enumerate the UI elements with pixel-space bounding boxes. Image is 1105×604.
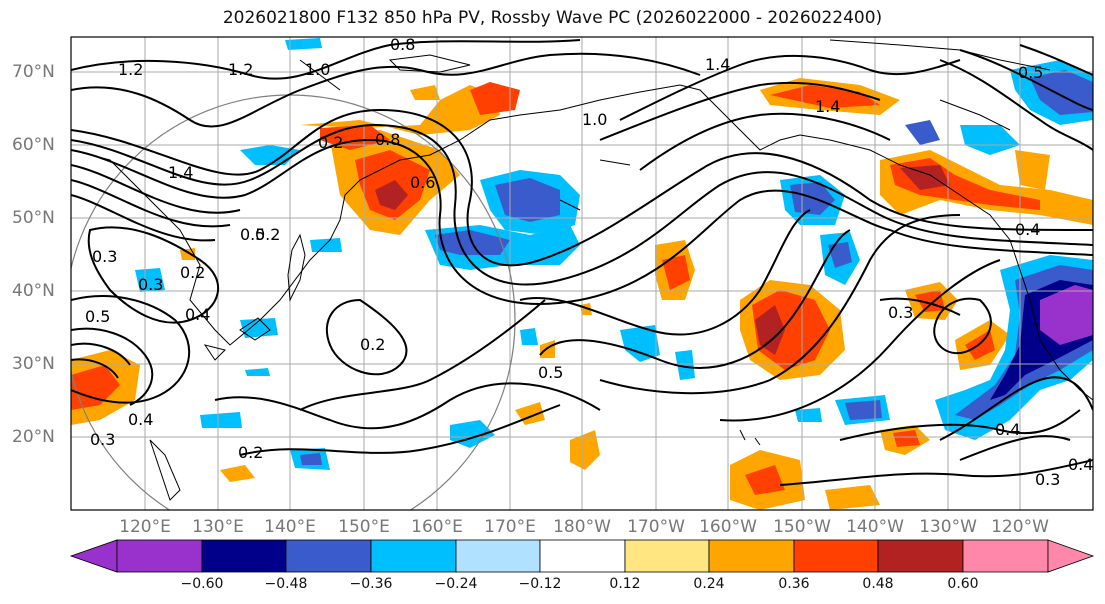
contour-label: 0.2 bbox=[360, 335, 385, 354]
contour-label: 0.3 bbox=[888, 303, 913, 322]
contour-label: 0.5 bbox=[1018, 63, 1043, 82]
longitude-label: 130°E bbox=[192, 517, 244, 537]
colorbar-swatch bbox=[708, 539, 795, 573]
contour-label: 1.2 bbox=[228, 60, 253, 79]
colorbar-tick-label: −0.60 bbox=[180, 576, 224, 592]
contour-label: 0.8 bbox=[390, 35, 415, 54]
colorbar-tick-label: −0.24 bbox=[434, 576, 478, 592]
longitude-label: 150°E bbox=[338, 517, 390, 537]
longitude-label: 120°E bbox=[119, 517, 171, 537]
longitude-label: 130°W bbox=[919, 517, 977, 537]
pv-anomaly-shading bbox=[71, 38, 1093, 510]
contour-label: 1.0 bbox=[305, 60, 330, 79]
longitude-label: 180°W bbox=[553, 517, 611, 537]
contour-label: 0.3 bbox=[138, 275, 163, 294]
colorbar-high-extend bbox=[1047, 539, 1095, 573]
colorbar-swatch bbox=[624, 539, 710, 573]
contour-label: 0.4 bbox=[185, 305, 210, 324]
contour-label: 0.4 bbox=[995, 420, 1020, 439]
colorbar-swatch bbox=[455, 539, 541, 573]
contour-label: 0.5 bbox=[85, 307, 110, 326]
contour-label: 1.4 bbox=[168, 163, 193, 182]
latitude-label: 60°N bbox=[12, 135, 55, 155]
contour-label: 0.3 bbox=[1035, 470, 1060, 489]
colorbar-swatch bbox=[539, 539, 626, 573]
colorbar-tick-label: 0.48 bbox=[862, 576, 894, 592]
contour-label: 0.2 bbox=[180, 263, 205, 282]
contour-label: 0.5 bbox=[240, 225, 265, 244]
colorbar-swatch bbox=[877, 539, 964, 573]
colorbar-low-extend bbox=[69, 539, 118, 573]
coastlines bbox=[71, 39, 1093, 501]
contour-label-group: 0.8 1.2 1.0 1.2 1.4 0.2 0.8 0.6 1.0 1.4 … bbox=[85, 35, 1093, 489]
colorbar-tick-label: 0.36 bbox=[778, 576, 810, 592]
colorbar-tick-label: 0.12 bbox=[609, 576, 641, 592]
contour-label: 0.3 bbox=[92, 247, 117, 266]
longitude-label: 170°W bbox=[627, 517, 685, 537]
colorbar-swatch bbox=[962, 539, 1049, 573]
latitude-label: 40°N bbox=[12, 281, 55, 301]
contour-label: 0.6 bbox=[410, 173, 435, 192]
map-title: 2026021800 F132 850 hPa PV, Rossby Wave … bbox=[222, 8, 883, 28]
colorbar-swatch bbox=[370, 539, 457, 573]
longitude-label: 160°W bbox=[699, 517, 757, 537]
plot-frame bbox=[70, 36, 1094, 511]
colorbar-swatch bbox=[285, 539, 372, 573]
contour-label: 0.8 bbox=[375, 130, 400, 149]
latitude-label: 20°N bbox=[12, 427, 55, 447]
colorbar-swatch bbox=[793, 539, 879, 573]
contour-label: 0.2 bbox=[255, 225, 280, 244]
longitude-label: 120°W bbox=[991, 517, 1049, 537]
colorbar-tick-label: −0.12 bbox=[518, 576, 562, 592]
colorbar-tick-label: 0.24 bbox=[693, 576, 725, 592]
latitude-label: 50°N bbox=[12, 208, 55, 228]
contour-label: 1.0 bbox=[582, 110, 607, 129]
longitude-label: 160°E bbox=[411, 517, 463, 537]
latitude-label: 30°N bbox=[12, 354, 55, 374]
contour-label: 0.4 bbox=[1015, 220, 1040, 239]
colorbar-tick-label: −0.48 bbox=[264, 576, 308, 592]
colorbar bbox=[69, 539, 1095, 573]
longitude-label: 140°W bbox=[846, 517, 904, 537]
contour-label: 0.5 bbox=[538, 363, 563, 382]
graticule bbox=[71, 37, 1093, 510]
pv-contours bbox=[71, 39, 1093, 486]
contour-label: 0.4 bbox=[1068, 455, 1093, 474]
contour-label: 1.4 bbox=[705, 55, 730, 74]
longitude-label: 140°E bbox=[264, 517, 316, 537]
longitude-label: 150°W bbox=[773, 517, 831, 537]
colorbar-swatch bbox=[116, 539, 203, 573]
colorbar-swatch bbox=[201, 539, 287, 573]
contour-label: 1.4 bbox=[815, 97, 840, 116]
contour-label: 0.4 bbox=[128, 410, 153, 429]
latitude-label: 70°N bbox=[12, 62, 55, 82]
longitude-label: 170°E bbox=[484, 517, 536, 537]
contour-label: 0.2 bbox=[318, 133, 343, 152]
contour-label: 0.3 bbox=[90, 430, 115, 449]
contour-label: 1.2 bbox=[118, 60, 143, 79]
colorbar-tick-label: −0.36 bbox=[349, 576, 393, 592]
colorbar-tick-label: 0.60 bbox=[947, 576, 979, 592]
contour-label: 0.2 bbox=[238, 443, 263, 462]
